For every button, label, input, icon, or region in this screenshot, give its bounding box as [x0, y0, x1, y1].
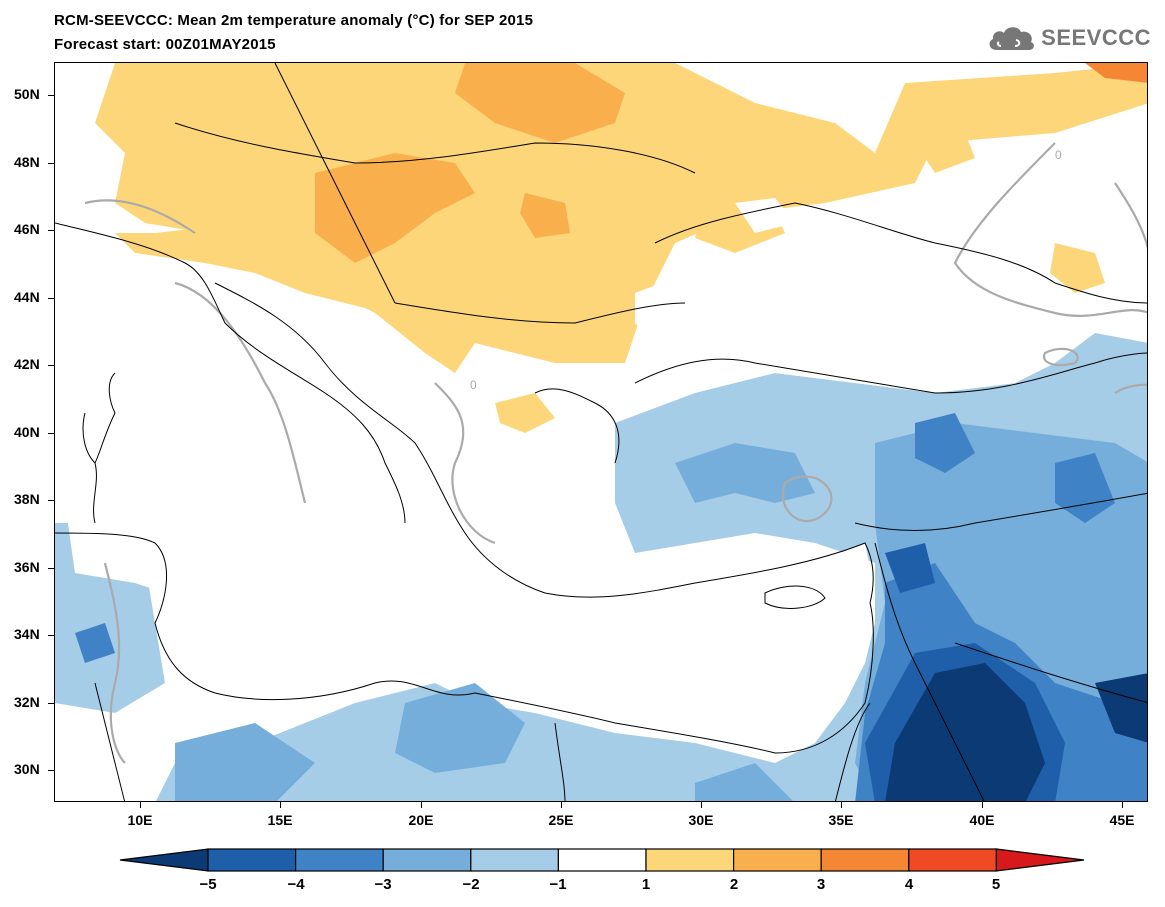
lon-tick — [841, 802, 843, 808]
lon-tick — [1122, 802, 1124, 808]
colorbar-label: −2 — [462, 876, 480, 893]
colorbar-label: 5 — [991, 876, 1001, 893]
colorbar-segment — [645, 848, 735, 872]
colorbar-label: 4 — [904, 876, 914, 893]
lat-label: 32N — [14, 694, 40, 710]
colorbar-segment — [557, 848, 647, 872]
lat-tick — [48, 568, 54, 570]
sea-areas — [65, 198, 1055, 723]
colorbar-segment — [908, 848, 997, 872]
zero-contours — [84, 142, 1147, 764]
lat-tick — [48, 500, 54, 502]
lon-label: 40E — [969, 812, 995, 828]
lon-tick — [421, 802, 423, 808]
colorbar-label: 1 — [641, 876, 651, 893]
map-panel: 0 0 — [54, 62, 1148, 802]
colorbar-label: −3 — [374, 876, 392, 893]
colorbar-segment — [470, 848, 559, 872]
lat-label: 40N — [14, 424, 40, 440]
contour-label: 0 — [1055, 148, 1062, 162]
lat-label: 48N — [14, 154, 40, 170]
logo-text: SEEVCCC — [1041, 25, 1151, 50]
lat-tick — [48, 365, 54, 367]
lat-tick — [48, 770, 54, 772]
colorbar-label: −1 — [549, 876, 567, 893]
lat-tick — [48, 635, 54, 637]
lat-label: 44N — [14, 289, 40, 305]
map-title: RCM-SEEVCCC: Mean 2m temperature anomaly… — [54, 12, 534, 29]
lon-tick — [701, 802, 703, 808]
lat-tick — [48, 703, 54, 705]
lat-label: 30N — [14, 761, 40, 777]
colorbar-label: 3 — [816, 876, 826, 893]
colorbar-label: 2 — [729, 876, 739, 893]
colorbar-segment — [820, 848, 910, 872]
lat-tick — [48, 163, 54, 165]
lat-label: 50N — [14, 86, 40, 102]
colorbar-segment — [207, 848, 297, 872]
lat-label: 36N — [14, 559, 40, 575]
lat-label: 34N — [14, 626, 40, 642]
cloud-icon — [989, 27, 1035, 50]
colorbar-max-arrow — [995, 848, 1085, 872]
lon-tick — [561, 802, 563, 808]
lon-label: 20E — [408, 812, 434, 828]
lon-label: 15E — [267, 812, 293, 828]
lon-label: 45E — [1109, 812, 1135, 828]
lon-tick — [140, 802, 142, 808]
lat-tick — [48, 230, 54, 232]
lon-tick — [280, 802, 282, 808]
colorbar-label: −5 — [199, 876, 217, 893]
lat-label: 46N — [14, 221, 40, 237]
coastlines — [55, 63, 1147, 801]
lon-tick — [982, 802, 984, 808]
colorbar-segment — [732, 848, 822, 872]
lat-tick — [48, 298, 54, 300]
colorbar-segment — [382, 848, 472, 872]
lon-label: 10E — [127, 812, 153, 828]
lon-label: 35E — [828, 812, 854, 828]
colorbar-min-arrow — [119, 848, 209, 872]
warm-anomaly-fill — [95, 63, 1147, 433]
contour-label: 0 — [470, 378, 477, 392]
forecast-start-label: Forecast start: 00Z01MAY2015 — [54, 36, 276, 53]
lat-tick — [48, 95, 54, 97]
lat-label: 38N — [14, 491, 40, 507]
seevccc-logo: SEEVCCC — [985, 22, 1151, 54]
colorbar-label: −4 — [287, 876, 305, 893]
lat-tick — [48, 433, 54, 435]
cool-anomaly-fill — [55, 333, 1147, 801]
lat-label: 42N — [14, 356, 40, 372]
anomaly-map: 0 0 — [55, 63, 1147, 801]
lon-label: 30E — [688, 812, 714, 828]
lon-label: 25E — [548, 812, 574, 828]
colorbar-segment — [295, 848, 384, 872]
